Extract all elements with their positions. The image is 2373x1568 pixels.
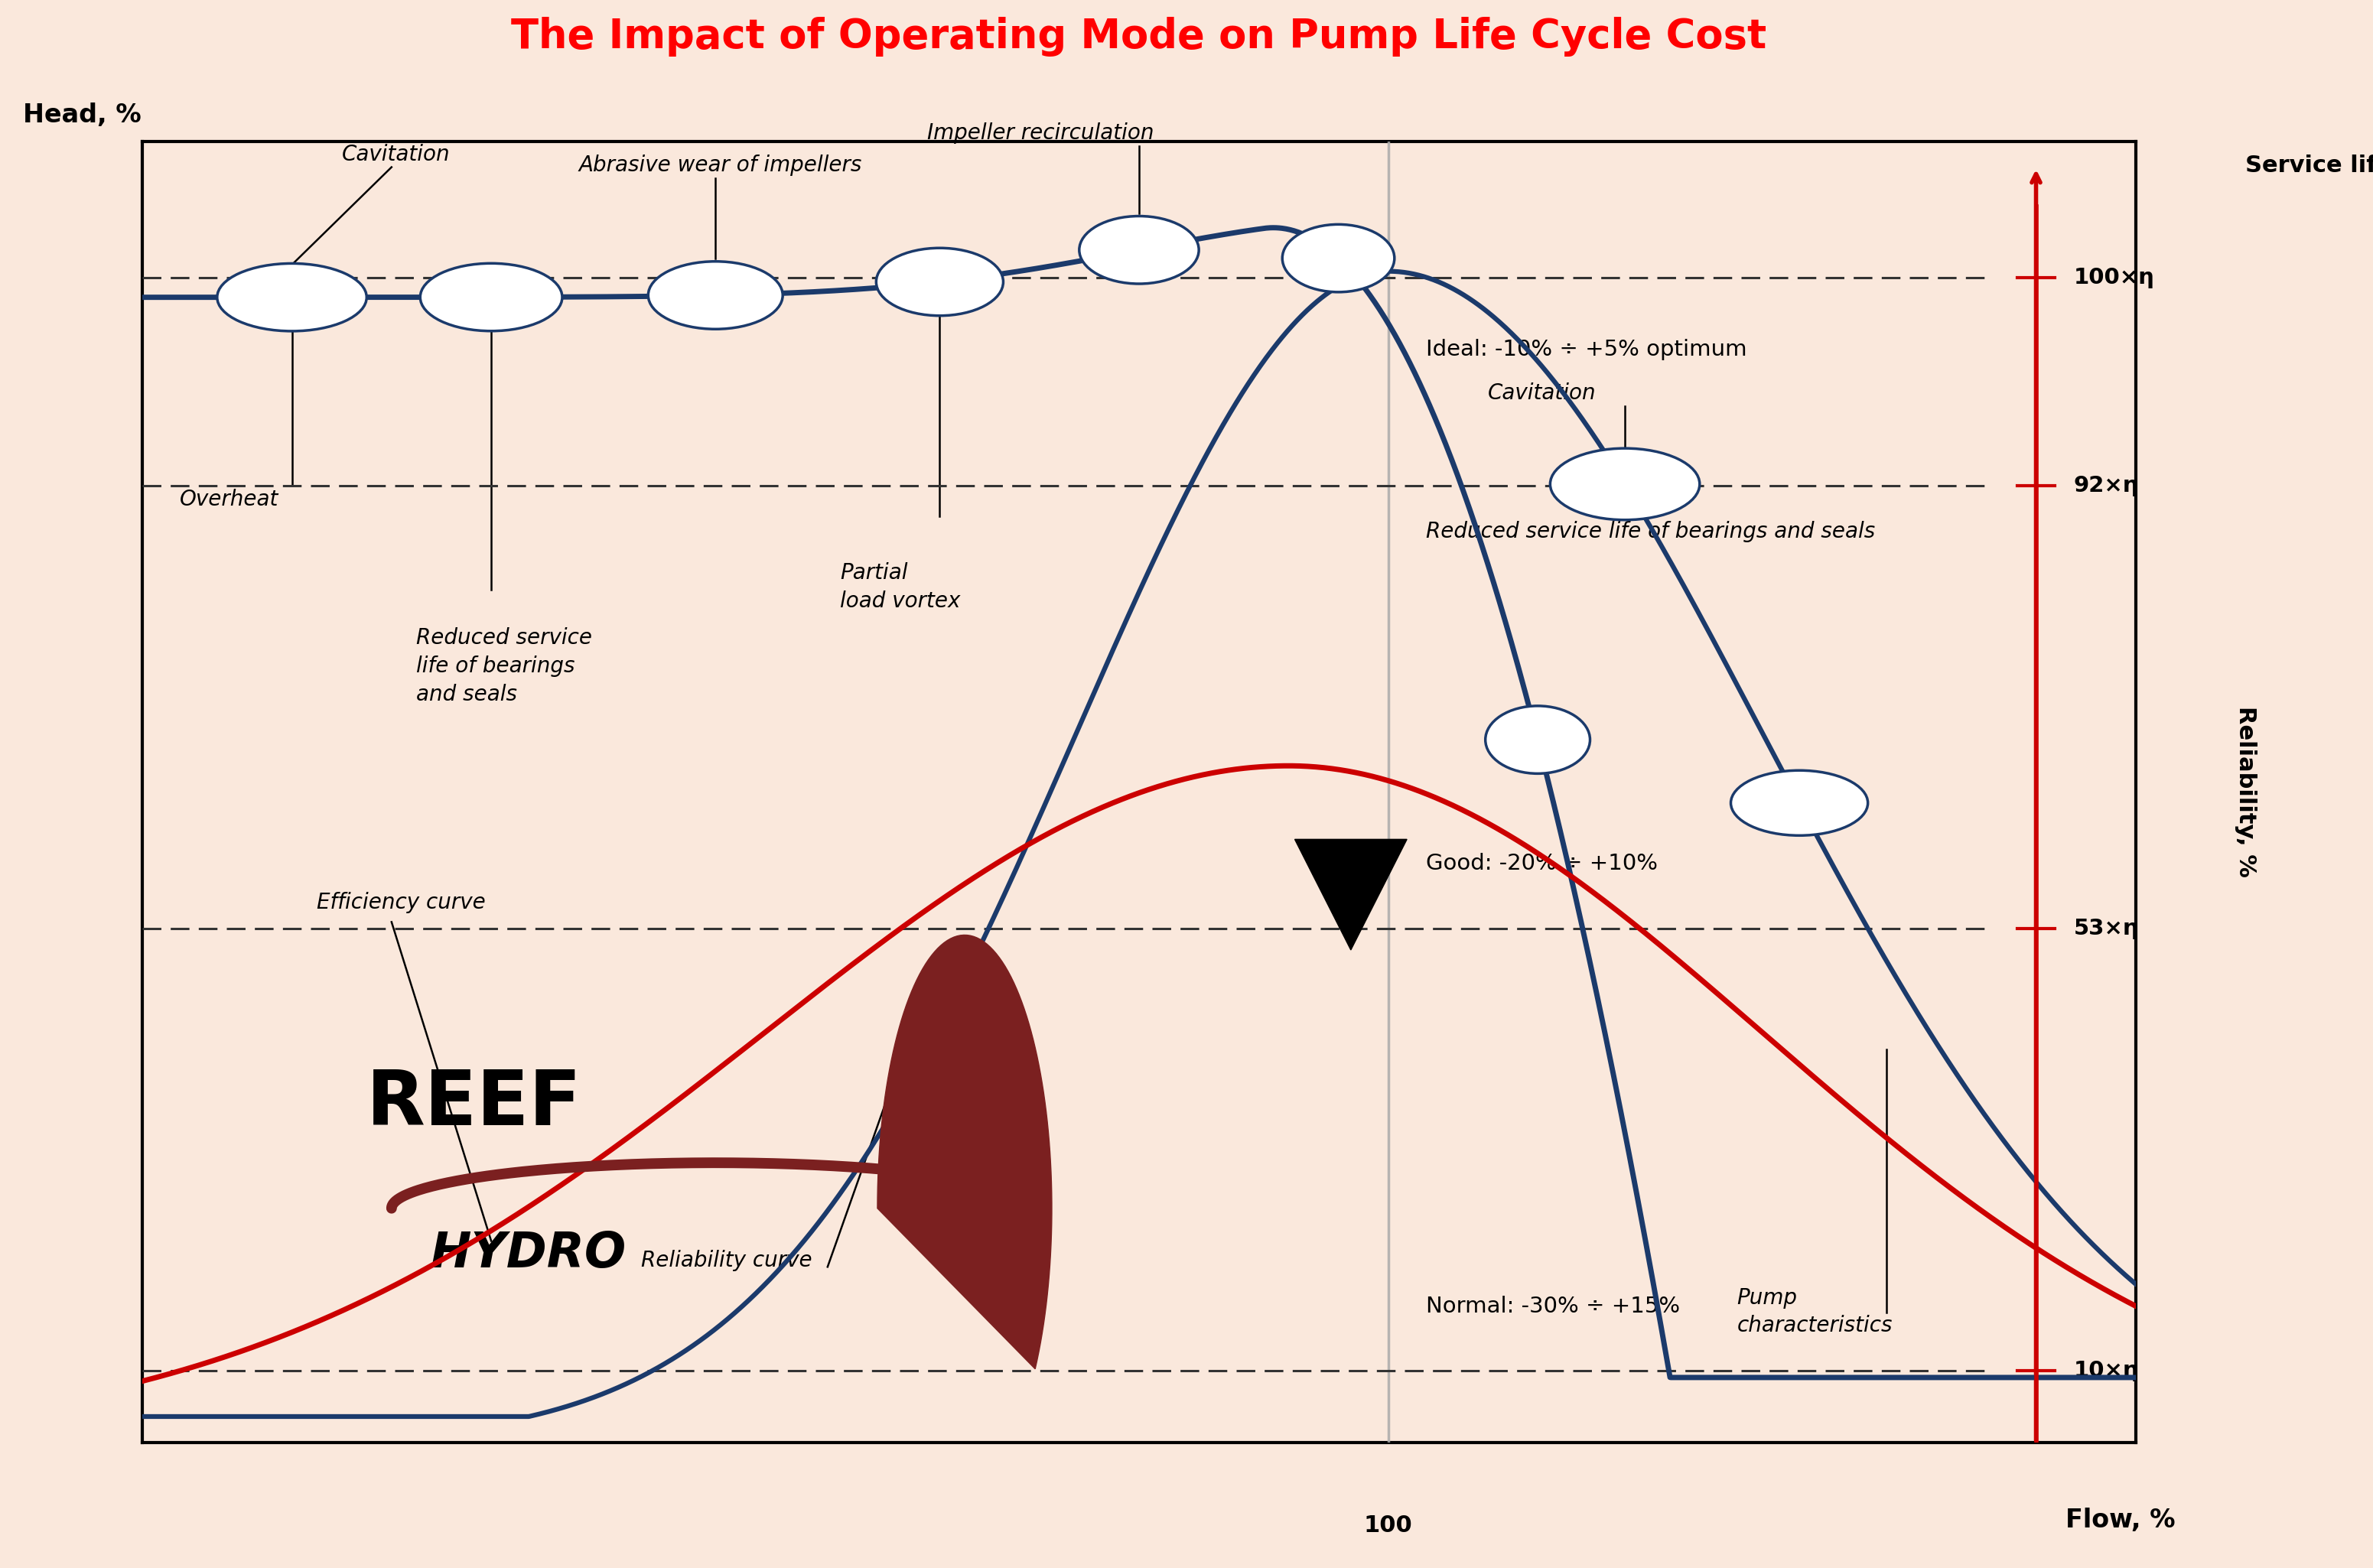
Text: REEF: REEF <box>365 1068 581 1142</box>
Ellipse shape <box>648 262 783 329</box>
Text: 92×η: 92×η <box>2074 475 2138 497</box>
Ellipse shape <box>216 263 365 331</box>
Text: Head, %: Head, % <box>24 103 140 129</box>
Text: Pump
characteristics: Pump characteristics <box>1737 1287 1894 1336</box>
Text: Partial
load vortex: Partial load vortex <box>840 563 961 612</box>
Text: HYDRO: HYDRO <box>430 1231 626 1278</box>
Text: 53×η: 53×η <box>2074 917 2138 939</box>
Text: Efficiency curve: Efficiency curve <box>316 892 486 914</box>
Text: 10×η: 10×η <box>2074 1361 2138 1381</box>
Ellipse shape <box>1080 216 1198 284</box>
Text: The Impact of Operating Mode on Pump Life Cycle Cost: The Impact of Operating Mode on Pump Lif… <box>510 17 1768 56</box>
Ellipse shape <box>1281 224 1395 292</box>
Text: Cavitation: Cavitation <box>342 144 451 165</box>
Text: Cavitation: Cavitation <box>1488 383 1597 405</box>
Text: Flow, %: Flow, % <box>2067 1508 2176 1534</box>
Text: 100: 100 <box>1364 1515 1412 1537</box>
Text: Overheat: Overheat <box>180 489 278 510</box>
Text: Ideal: -10% ÷ +5% optimum: Ideal: -10% ÷ +5% optimum <box>1426 339 1747 361</box>
Text: Reduced service
life of bearings
and seals: Reduced service life of bearings and sea… <box>418 627 593 706</box>
Ellipse shape <box>1550 448 1699 521</box>
Polygon shape <box>1296 839 1407 950</box>
Ellipse shape <box>1730 770 1868 836</box>
Ellipse shape <box>1485 706 1590 773</box>
Text: Abrasive wear of impellers: Abrasive wear of impellers <box>579 155 861 176</box>
Text: 100×η: 100×η <box>2074 267 2155 289</box>
Text: Reliability, %: Reliability, % <box>2235 706 2257 878</box>
Text: Service life, %: Service life, % <box>2245 154 2373 176</box>
Text: Good: -20% ÷ +10%: Good: -20% ÷ +10% <box>1426 853 1656 875</box>
Text: Reduced service life of bearings and seals: Reduced service life of bearings and sea… <box>1426 521 1875 543</box>
Ellipse shape <box>876 248 1004 315</box>
Text: Normal: -30% ÷ +15%: Normal: -30% ÷ +15% <box>1426 1295 1680 1317</box>
Text: Reliability curve: Reliability curve <box>641 1250 812 1272</box>
Ellipse shape <box>420 263 562 331</box>
Text: Impeller recirculation: Impeller recirculation <box>928 122 1153 144</box>
Polygon shape <box>878 935 1051 1369</box>
